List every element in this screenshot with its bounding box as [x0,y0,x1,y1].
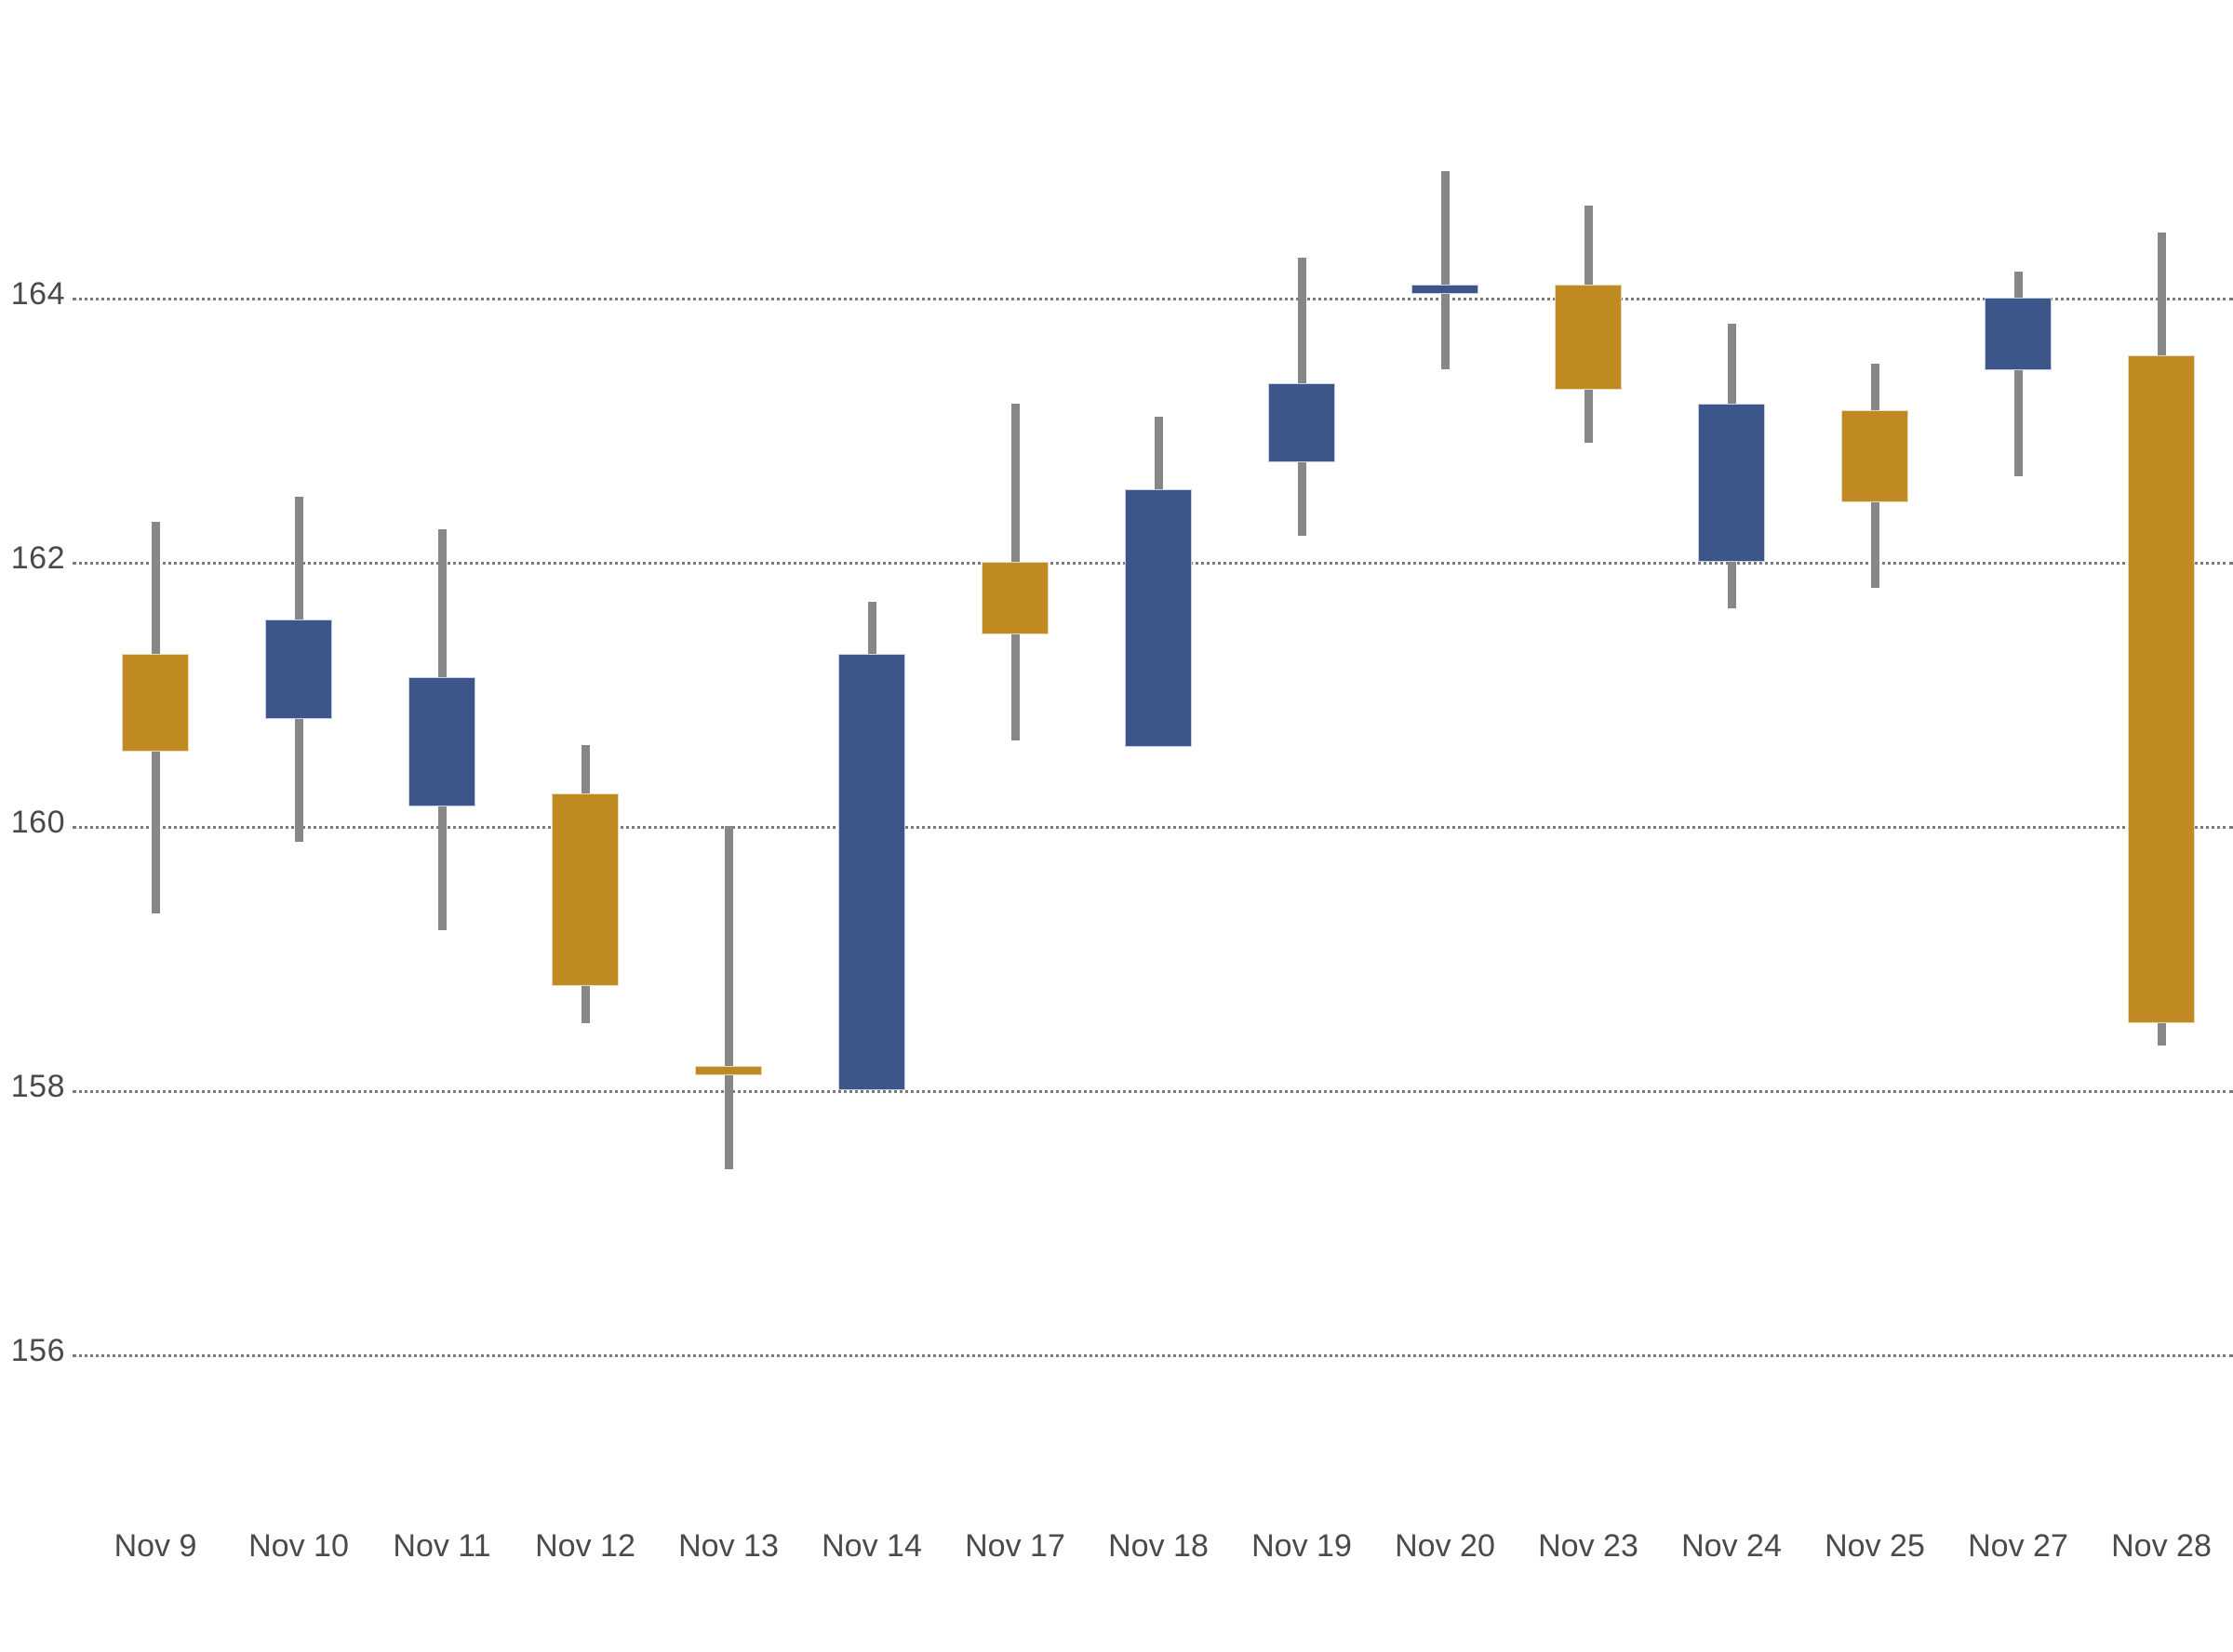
candlestick[interactable] [552,0,619,1652]
candle-body [552,793,619,986]
candlestick[interactable] [408,0,475,1652]
candlestick[interactable] [1698,0,1765,1652]
candle-wick [2013,271,2023,476]
x-axis-tick-label: Nov 10 [248,1528,349,1564]
candlestick[interactable] [1411,0,1478,1652]
candlestick[interactable] [1268,0,1335,1652]
gridline-160 [73,826,2233,829]
x-axis-tick-label: Nov 11 [393,1528,491,1564]
candle-body [1125,488,1192,747]
y-axis-tick-label: 164 [10,276,65,312]
y-axis-tick-label: 162 [10,540,65,576]
candlestick[interactable] [695,0,762,1652]
gridline-156 [73,1354,2233,1357]
y-axis-tick-label: 160 [10,805,65,840]
candle-body [2128,355,2195,1023]
candlestick[interactable] [982,0,1049,1652]
candle-body [982,562,1049,635]
y-axis-tick-label: 156 [10,1333,65,1368]
gridline-164 [73,298,2233,300]
candlestick[interactable] [1985,0,2052,1652]
x-axis-tick-label: Nov 20 [1395,1528,1495,1564]
x-axis-tick-label: Nov 24 [1681,1528,1782,1564]
x-axis-tick-label: Nov 14 [822,1528,922,1564]
candle-body [695,1066,762,1076]
candlestick[interactable] [2128,0,2195,1652]
x-axis-tick-label: Nov 18 [1108,1528,1209,1564]
candlestick[interactable] [122,0,189,1652]
x-axis-tick-label: Nov 12 [535,1528,635,1564]
candle-body [265,620,332,719]
candle-body [838,654,905,1090]
gridline-158 [73,1090,2233,1093]
candle-body [1841,409,1908,503]
candle-body [1555,284,1622,391]
candle-body [1698,403,1765,562]
x-axis-tick-label: Nov 19 [1251,1528,1352,1564]
x-axis-tick-label: Nov 25 [1825,1528,1925,1564]
y-axis-tick-label: 158 [10,1069,65,1104]
x-axis-tick-label: Nov 27 [1968,1528,2068,1564]
x-axis-tick-label: Nov 28 [2111,1528,2212,1564]
x-axis-tick-label: Nov 23 [1538,1528,1638,1564]
candle-wick [1440,170,1450,369]
candlestick[interactable] [838,0,905,1652]
x-axis-tick-label: Nov 17 [965,1528,1065,1564]
x-axis-tick-label: Nov 13 [678,1528,779,1564]
candle-wick [724,826,733,1170]
candlestick[interactable] [1555,0,1622,1652]
candle-body [1268,383,1335,463]
candlestick[interactable] [1841,0,1908,1652]
candle-body [1411,284,1478,294]
candle-body [408,676,475,806]
x-axis-tick-label: Nov 9 [114,1528,197,1564]
candlestick[interactable] [1125,0,1192,1652]
candle-body [1985,298,2052,371]
candlestick[interactable] [265,0,332,1652]
candle-body [122,654,189,753]
